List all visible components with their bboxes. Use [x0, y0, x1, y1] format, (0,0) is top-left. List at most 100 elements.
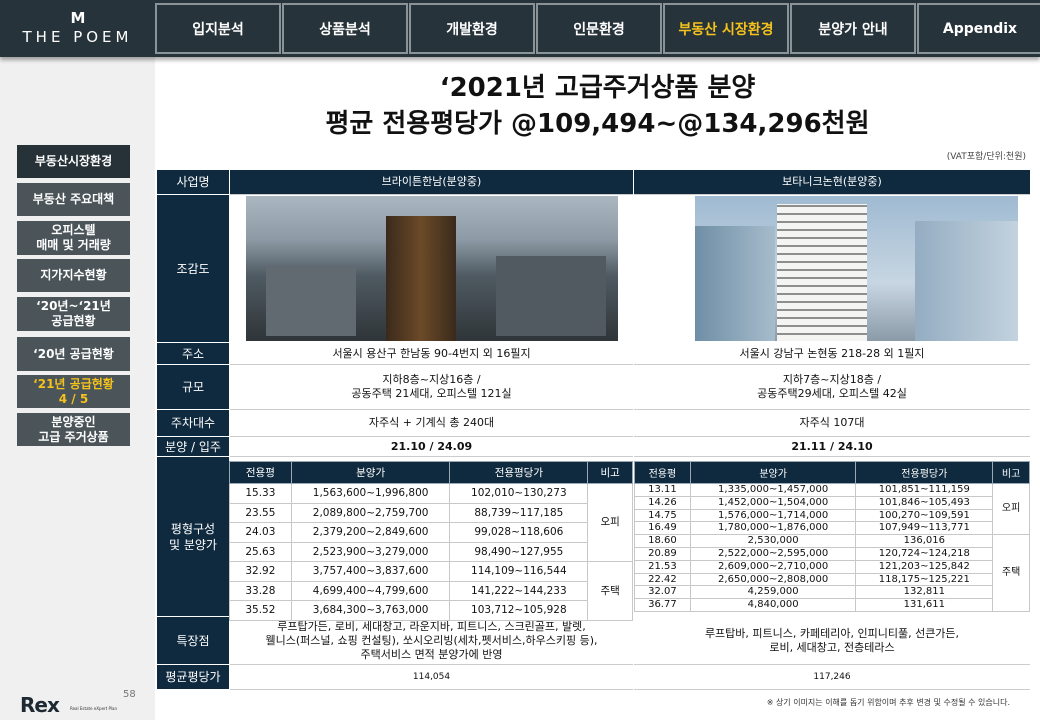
table-cell: 131,611 [855, 598, 994, 612]
logo-mark: M [70, 9, 86, 27]
table-row: 32.07 4,259,000 132,811 [634, 585, 1030, 600]
project-1-features: 루프탑바, 피트니스, 카페테리아, 인피니티풀, 선큰가든, 로비, 세대창고… [634, 617, 1030, 665]
table-cell: 14.26 [634, 495, 691, 510]
project-0-parking: 자주식 + 기계식 총 240대 [230, 410, 633, 437]
table-row: 32.92 3,757,400~3,837,600 114,109~116,544 주… [229, 561, 633, 621]
table-row: 14.75 1,576,000~1,714,000 100,270~109,591 [634, 508, 1030, 523]
logo-name: THE POEM [22, 28, 133, 46]
project-1-name: 보타니크논현(분양중) [634, 170, 1030, 195]
sidebar-item-5[interactable]: ‘20년 공급현황 [17, 337, 130, 371]
project-1-address: 서울시 강남구 논현동 218-28 외 1필지 [634, 343, 1030, 365]
table-cell: 2,530,000 [689, 534, 857, 548]
column-header: 전용평당가 [855, 461, 994, 484]
table-cell: 2,650,000~2,808,000 [689, 572, 857, 587]
type-cell: 오피 [587, 483, 633, 562]
table-cell: 32.92 [229, 561, 292, 582]
table-cell: 132,811 [855, 585, 994, 600]
sidebar-item-1[interactable]: 부동산 주요대책 [17, 183, 130, 216]
column-header: 전용평 [634, 461, 691, 484]
table-cell: 121,203~125,842 [855, 559, 994, 574]
table-cell: 1,576,000~1,714,000 [689, 508, 857, 523]
sidebar-item-7[interactable]: 분양중인 고급 주거상품 [17, 413, 130, 446]
sidebar-item-2[interactable]: 오피스텔 매매 및 거래량 [17, 221, 130, 255]
table-cell: 32.07 [634, 585, 691, 600]
nav-tab-0[interactable]: 입지분석 [155, 3, 281, 54]
unit-note: (VAT포함/단위:천원) [946, 152, 1026, 162]
column-header: 분양가 [290, 461, 451, 484]
table-cell: 16.49 [634, 521, 691, 536]
table-cell: 15.33 [229, 483, 292, 504]
sidebar-item-0[interactable]: 부동산시장환경 [17, 145, 130, 178]
table-cell: 88,739~117,185 [449, 502, 589, 523]
unit-price-table-1: 전용평 분양가 전용평당가 비고 13.11 1,335,000~1,457,000 101… [634, 461, 1030, 612]
table-row: 18.60 2,530,000 136,016 주택 [634, 534, 1030, 612]
row-label-scale: 규모 [157, 365, 229, 409]
table-cell: 99,028~118,606 [449, 522, 589, 543]
title-line-1: ‘2021년 고급주거상품 분양 [439, 73, 756, 103]
row-label-name: 사업명 [157, 170, 229, 194]
row-label-render: 조감도 [157, 195, 229, 342]
column-header: 비고 [587, 461, 633, 484]
nav-tab-6[interactable]: Appendix [917, 3, 1040, 54]
table-cell: 2,089,800~2,759,700 [290, 502, 451, 523]
table-cell: 23.55 [229, 502, 292, 523]
row-label-units: 평형구성 및 분양가 [157, 457, 229, 616]
project-0-name: 브라이튼한남(분양중) [230, 170, 633, 195]
project-0-dates: 21.10 / 24.09 [230, 437, 633, 457]
row-label-address: 주소 [157, 343, 229, 364]
table-cell: 4,259,000 [689, 585, 857, 600]
table-cell: 101,846~105,493 [855, 495, 994, 510]
table-cell: 114,109~116,544 [449, 561, 589, 582]
table-cell: 136,016 [855, 534, 994, 548]
nav-tab-4[interactable]: 부동산 시장환경 [663, 3, 789, 54]
type-cell: 주택 [992, 534, 1030, 612]
table-cell: 21.53 [634, 559, 691, 574]
table-cell: 24.03 [229, 522, 292, 543]
sidebar-item-6[interactable]: ‘21년 공급현황 4 / 5 [17, 375, 130, 408]
row-label-avg: 평균평당가 [157, 665, 229, 689]
table-cell: 33.28 [229, 580, 292, 601]
table-row: 33.28 4,699,400~4,799,600 141,222~144,233 [229, 580, 633, 601]
table-cell: 1,780,000~1,876,000 [689, 521, 857, 536]
header-row: 전용평 분양가 전용평당가 비고 [229, 461, 633, 484]
table-row: 35.52 3,684,300~3,763,000 103,712~105,928 [229, 600, 633, 621]
table-cell: 13.11 [634, 483, 691, 497]
type-cell: 주택 [587, 561, 633, 621]
unit-price-table-0: 전용평 분양가 전용평당가 비고 15.33 1,563,600~1,996,800 102… [229, 461, 633, 621]
page-title: ‘2021년 고급주거상품 분양 평균 전용평당가 @109,494~@134,… [155, 70, 1040, 142]
table-row: 15.33 1,563,600~1,996,800 102,010~130,273 오… [229, 483, 633, 562]
table-cell: 3,757,400~3,837,600 [290, 561, 451, 582]
nav-tab-2[interactable]: 개발환경 [409, 3, 535, 54]
type-cell: 오피 [992, 482, 1030, 536]
table-cell: 120,724~124,218 [855, 546, 994, 561]
table-row: 14.26 1,452,000~1,504,000 101,846~105,493 [634, 495, 1030, 510]
table-cell: 2,523,900~3,279,000 [290, 541, 451, 562]
sidebar-item-3[interactable]: 지가지수현황 [17, 259, 130, 292]
table-cell: 18.60 [634, 534, 691, 548]
nav-tab-1[interactable]: 상품분석 [282, 3, 408, 54]
row-label-features: 특장점 [157, 617, 229, 664]
nav-tab-5[interactable]: 분양가 안내 [790, 3, 916, 54]
project-1-dates: 21.11 / 24.10 [634, 437, 1030, 457]
the-poem-logo[interactable]: M THE POEM [0, 0, 155, 57]
project-0-avg: 114,054 [230, 665, 633, 690]
table-cell: 3,684,300~3,763,000 [290, 600, 451, 621]
render-image-botanique [695, 196, 1018, 341]
column-header: 전용평 [229, 461, 292, 484]
rex-tagline: Real Estate eXpert Plan [70, 706, 118, 711]
render-image-brighton [246, 196, 618, 341]
project-1-scale: 지하7층~지상18층 / 공동주택29세대, 오피스텔 42실 [634, 365, 1030, 410]
footnote: ※ 상기 이미지는 이해를 돕기 위함이며 추후 변경 및 수정될 수 있습니다… [766, 698, 1010, 707]
row-label-dates: 분양 / 입주 [157, 437, 229, 456]
nav-tab-3[interactable]: 인문환경 [536, 3, 662, 54]
table-cell: 98,490~127,955 [449, 541, 589, 562]
table-cell: 107,949~113,771 [855, 521, 994, 536]
table-cell: 2,522,000~2,595,000 [689, 546, 857, 561]
table-cell: 14.75 [634, 508, 691, 523]
sidebar-item-4[interactable]: ‘20년~‘21년 공급현황 [17, 297, 130, 331]
table-cell: 1,452,000~1,504,000 [689, 495, 857, 510]
table-cell: 141,222~144,233 [449, 580, 589, 601]
table-cell: 4,840,000 [689, 598, 857, 612]
top-bar: M THE POEM 입지분석 상품분석 개발환경 인문환경 부동산 시장환경 분양가 안… [0, 0, 1040, 57]
project-0-features: 루프탑가든, 로비, 세대창고, 라운지바, 피트니스, 스크린골프, 발렛, … [230, 617, 633, 665]
